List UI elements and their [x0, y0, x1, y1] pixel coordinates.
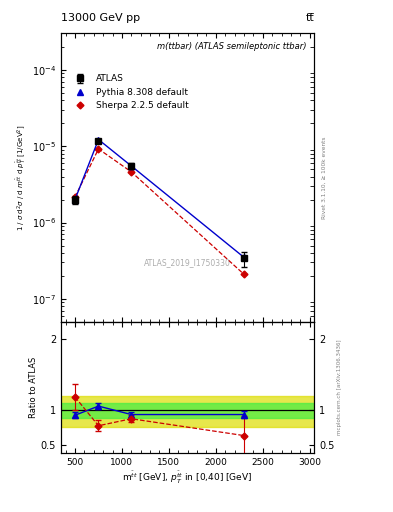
- Text: tt̅: tt̅: [306, 13, 314, 23]
- Line: Pythia 8.308 default: Pythia 8.308 default: [72, 136, 247, 261]
- X-axis label: m$^{\bar{t}t}$ [GeV], $p_T^{\bar{t}t}$ in [0,40] [GeV]: m$^{\bar{t}t}$ [GeV], $p_T^{\bar{t}t}$ i…: [123, 470, 253, 486]
- Y-axis label: mcplots.cern.ch [arXiv:1306.3436]: mcplots.cern.ch [arXiv:1306.3436]: [338, 339, 342, 435]
- Bar: [61, 403, 314, 418]
- Pythia 8.308 default: [242, 254, 246, 261]
- Sherpa 2.2.5 default: [96, 146, 101, 152]
- Text: 13000 GeV pp: 13000 GeV pp: [61, 13, 140, 23]
- Bar: [61, 396, 314, 427]
- Sherpa 2.2.5 default: [73, 194, 77, 200]
- Y-axis label: Rivet 3.1.10, ≥ 100k events: Rivet 3.1.10, ≥ 100k events: [322, 136, 327, 219]
- Y-axis label: Ratio to ATLAS: Ratio to ATLAS: [29, 357, 38, 418]
- Text: m(ttbar) (ATLAS semileptonic ttbar): m(ttbar) (ATLAS semileptonic ttbar): [157, 42, 307, 51]
- Pythia 8.308 default: [129, 163, 134, 169]
- Sherpa 2.2.5 default: [242, 271, 246, 278]
- Pythia 8.308 default: [73, 197, 77, 203]
- Sherpa 2.2.5 default: [129, 169, 134, 175]
- Y-axis label: 1 / $\sigma$ d$^2\sigma$ / d $m^{\bar{t}t}$ d $p_T^{\bar{t}t}$ [1/GeV$^2$]: 1 / $\sigma$ d$^2\sigma$ / d $m^{\bar{t}…: [15, 124, 29, 231]
- Pythia 8.308 default: [96, 137, 101, 143]
- Line: Sherpa 2.2.5 default: Sherpa 2.2.5 default: [73, 146, 246, 277]
- Text: ATLAS_2019_I1750330: ATLAS_2019_I1750330: [144, 259, 231, 267]
- Legend: ATLAS, Pythia 8.308 default, Sherpa 2.2.5 default: ATLAS, Pythia 8.308 default, Sherpa 2.2.…: [70, 72, 190, 112]
